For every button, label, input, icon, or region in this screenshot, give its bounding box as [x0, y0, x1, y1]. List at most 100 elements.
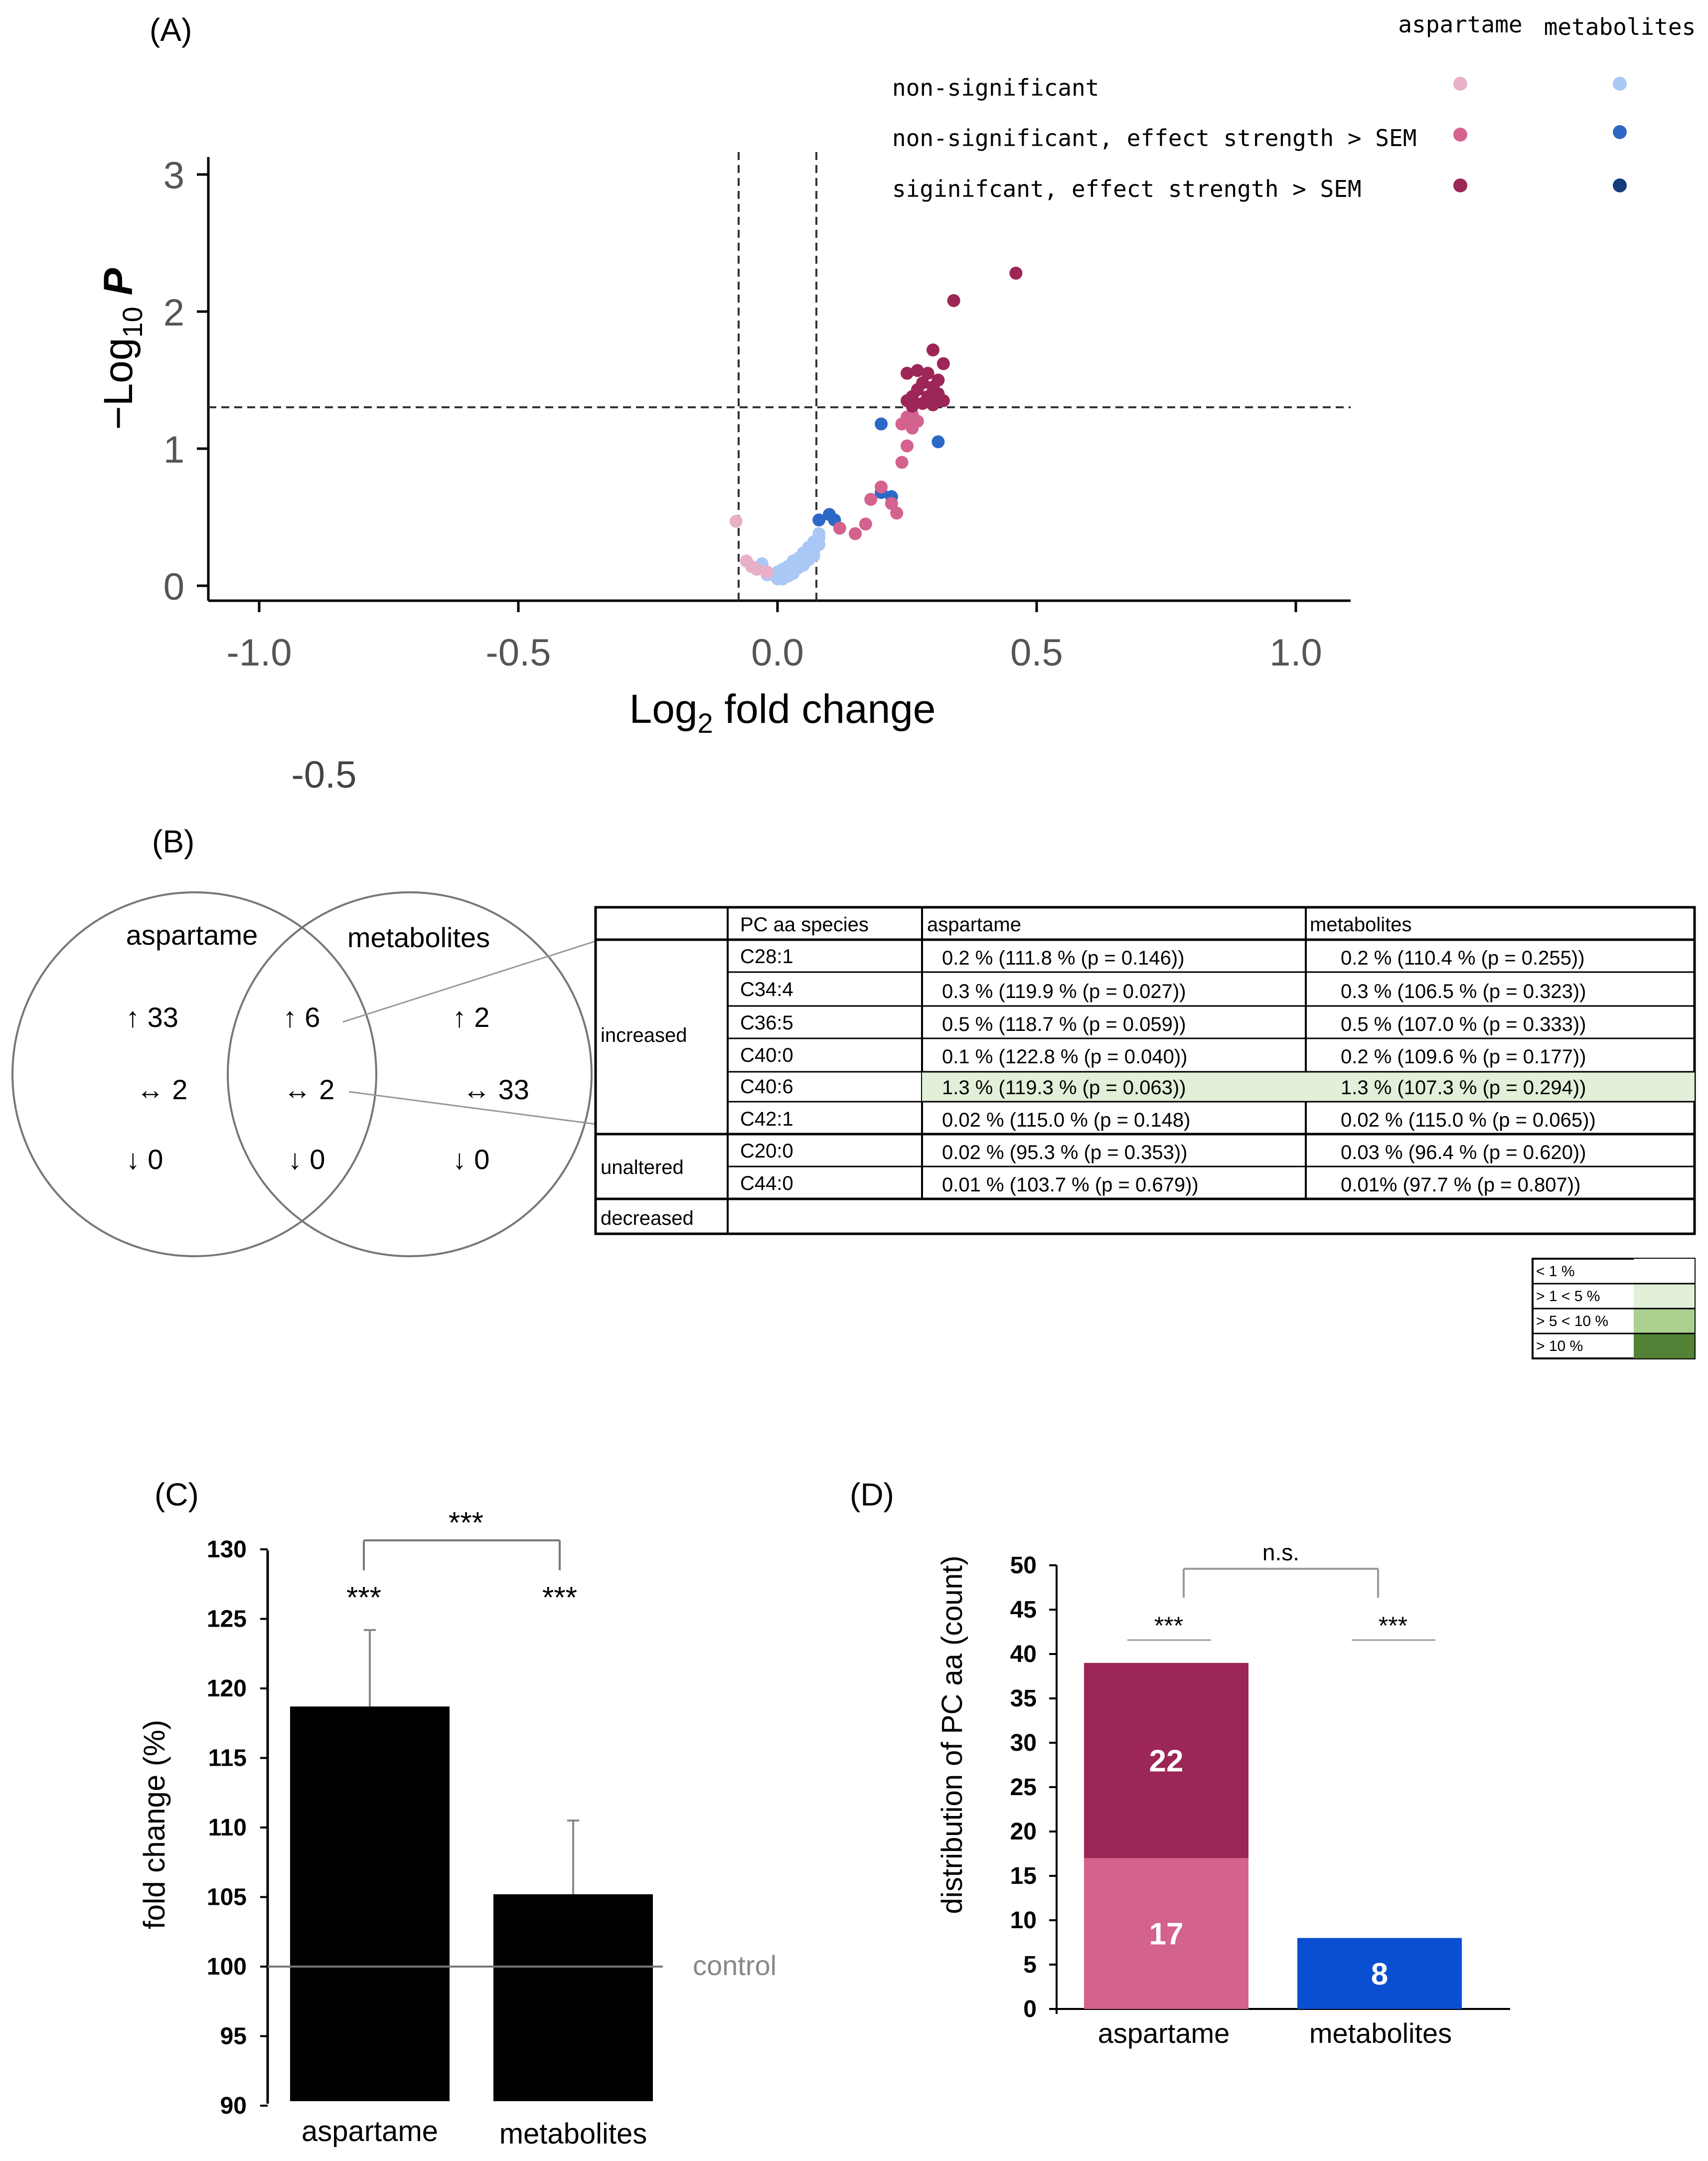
y-tick-label: 0 — [163, 566, 184, 608]
y-axis-label-var: P — [96, 268, 141, 307]
d-y-tick-label: 40 — [1010, 1641, 1037, 1667]
volcano-point — [745, 560, 758, 573]
c-y-tick-label: 90 — [220, 2093, 247, 2119]
color-legend-label: < 1 % — [1536, 1263, 1575, 1280]
stray-tick-label: -0.5 — [292, 754, 357, 796]
volcano-point — [911, 364, 924, 377]
x-axis-label-sub: 2 — [697, 707, 713, 739]
venn-connector-neutral — [348, 1091, 596, 1125]
y-tick-label: 3 — [163, 155, 184, 197]
d-sig-metabolites: *** — [1379, 1612, 1407, 1640]
volcano-point — [802, 545, 815, 558]
table-cell-aspartame: 0.5 % (118.7 % (p = 0.059)) — [942, 1013, 1186, 1035]
d-y-tick-label: 0 — [1023, 1996, 1037, 2022]
d-y-tick-label: 20 — [1010, 1819, 1037, 1845]
venn-right-down-count: ↓ 0 — [453, 1144, 490, 1175]
volcano-point — [761, 565, 774, 579]
c-y-tick-label: 120 — [207, 1675, 247, 1702]
y-axis-ticks: 3 2 1 0 — [163, 155, 208, 608]
y-axis-label-main: −Log — [96, 338, 141, 430]
volcano-point — [875, 481, 888, 494]
venn-left-down-count: ↓ 0 — [126, 1144, 163, 1175]
volcano-point — [901, 366, 914, 380]
d-y-tick-label: 35 — [1010, 1685, 1037, 1712]
volcano-point — [729, 514, 743, 528]
venn-overlap-up-count: ↑ 6 — [283, 1001, 320, 1033]
d-y-tick-label: 50 — [1010, 1552, 1037, 1579]
c-x-label-metabolites: metabolites — [499, 2118, 647, 2150]
venn-left-up-count: ↑ 33 — [126, 1001, 178, 1033]
volcano-point — [921, 366, 934, 380]
x-tick-label: -0.5 — [486, 632, 551, 674]
c-sig-metabolites: *** — [542, 1581, 577, 1614]
volcano-point — [927, 398, 939, 411]
table-border — [594, 906, 1696, 1235]
volcano-point — [947, 294, 960, 307]
c-bar-aspartame — [290, 1706, 450, 2101]
table-cell-species: C42:1 — [740, 1108, 793, 1130]
volcano-point — [927, 343, 939, 356]
d-y-tick-label: 10 — [1010, 1907, 1037, 1934]
d-y-tick-label: 5 — [1023, 1952, 1037, 1978]
c-y-tick-label: 110 — [208, 1815, 247, 1841]
volcano-point — [895, 456, 909, 469]
x-tick-label: 1.0 — [1269, 632, 1322, 674]
c-y-tick-label: 100 — [207, 1954, 247, 1980]
legend-entry-label: non-significant, effect strength > SEM — [892, 125, 1416, 152]
d-y-tick-label: 45 — [1010, 1597, 1037, 1623]
legend-header-aspartame: aspartame — [1398, 11, 1522, 38]
pc-aa-table: PC aa species aspartame metabolites incr… — [594, 906, 1696, 1235]
panel-d-label: (D) — [850, 1477, 894, 1512]
venn-diagram: aspartame metabolites ↑ 33 ↔ 2 ↓ 0 ↑ 6 ↔… — [11, 891, 596, 1257]
table-cell-metabolites: 0.02 % (115.0 % (p = 0.065)) — [1341, 1109, 1596, 1131]
panel-b-label: (B) — [152, 824, 194, 859]
volcano-point — [781, 569, 794, 583]
color-swatch — [1634, 1284, 1695, 1309]
volcano-point — [833, 521, 846, 535]
d-y-tick-label: 30 — [1010, 1730, 1037, 1756]
volcano-point — [932, 435, 945, 449]
legend-entry-label: siginifcant, effect strength > SEM — [892, 175, 1362, 202]
c-y-tick-label: 115 — [208, 1745, 247, 1772]
c-bar-metabolites — [493, 1894, 653, 2101]
x-axis-label: Log2 fold change — [629, 686, 936, 739]
volcano-point — [859, 517, 872, 531]
legend-dot-metabolites-sig — [1613, 178, 1627, 192]
c-sig-aspartame: *** — [346, 1581, 381, 1614]
y-tick-label: 1 — [163, 429, 184, 471]
table-cell-species: C44:0 — [740, 1172, 793, 1194]
volcano-point — [864, 493, 878, 506]
panel-d-stacked-bar-chart: (D) 0 5 10 15 20 25 30 35 40 45 50 17 22 8 distribut… — [850, 1477, 1510, 2049]
color-legend-label: > 5 < 10 % — [1536, 1313, 1608, 1330]
venn-overlap-down-count: ↓ 0 — [288, 1144, 325, 1175]
x-axis-label-main: Log — [629, 686, 698, 732]
d-bar-value-label: 17 — [1149, 1917, 1184, 1952]
x-tick-label: -1.0 — [227, 632, 292, 674]
color-swatch — [1634, 1259, 1695, 1284]
table-cell-aspartame: 0.1 % (122.8 % (p = 0.040)) — [942, 1046, 1188, 1068]
volcano-point — [936, 357, 950, 370]
d-y-axis-label: distribution of PC aa (count) — [936, 1556, 968, 1914]
c-x-label-aspartame: aspartame — [302, 2115, 438, 2148]
table-cell-species: C20:0 — [740, 1140, 793, 1162]
color-legend-label: > 1 < 5 % — [1536, 1288, 1600, 1305]
table-cell-metabolites: 0.2 % (109.6 % (p = 0.177)) — [1341, 1046, 1586, 1068]
volcano-point — [916, 397, 930, 410]
d-bar-segment-metabolites — [1297, 1938, 1462, 2009]
panel-c-bar-chart: (C) 90 95 100 105 110 115 120 125 130 control fo… — [138, 1477, 776, 2150]
table-cell-aspartame: 1.3 % (119.3 % (p = 0.063)) — [942, 1077, 1186, 1099]
d-sig-aspartame: *** — [1154, 1612, 1183, 1640]
venn-overlap-neutral-count: ↔ 2 — [284, 1074, 335, 1105]
d-bars: 17 22 8 — [1084, 1662, 1462, 2009]
table-cell-metabolites: 0.3 % (106.5 % (p = 0.323)) — [1341, 981, 1586, 1002]
c-y-tick-label: 130 — [207, 1536, 247, 1563]
volcano-point — [849, 527, 862, 540]
table-highlight-cell — [922, 1072, 1695, 1102]
panel-c-label: (C) — [155, 1477, 199, 1512]
table-cell-aspartame: 0.2 % (111.8 % (p = 0.146)) — [942, 947, 1185, 969]
venn-connector-up — [342, 940, 596, 1023]
table-cell-species: C34:4 — [740, 979, 793, 1000]
x-tick-label: 0.0 — [751, 632, 804, 674]
volcano-point — [1009, 267, 1023, 280]
